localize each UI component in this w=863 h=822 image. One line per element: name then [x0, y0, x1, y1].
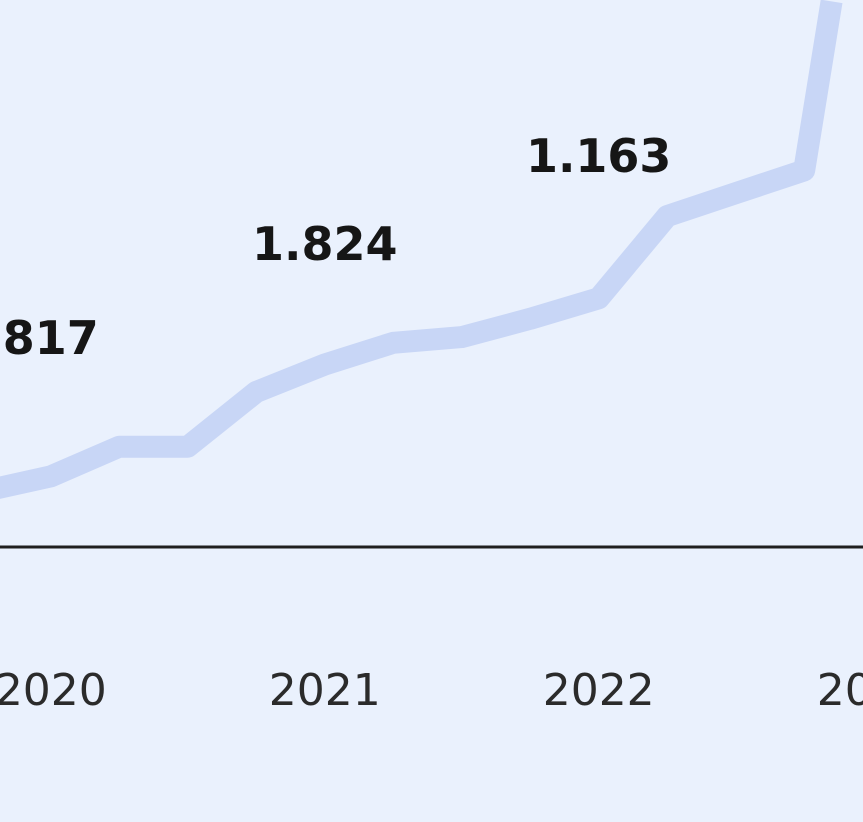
- x-tick-label: 2020: [0, 665, 107, 716]
- data-label: 1.824: [252, 217, 398, 271]
- series-line-0: [0, 0, 843, 499]
- data-label: 1.163: [526, 129, 672, 183]
- data-label: 817: [3, 311, 99, 365]
- x-tick-label: 2022: [543, 665, 655, 716]
- x-tick-label: 2023: [817, 665, 863, 716]
- x-tick-label: 2021: [269, 665, 381, 716]
